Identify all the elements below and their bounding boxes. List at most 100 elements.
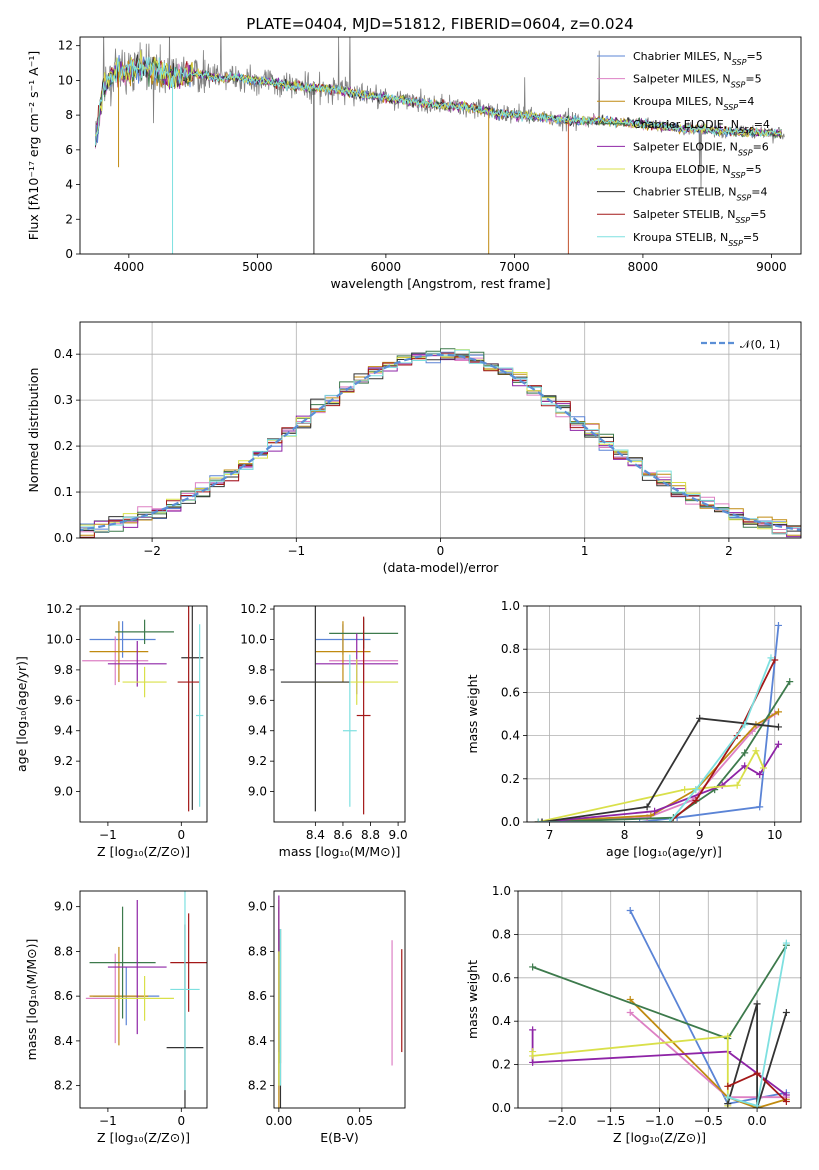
age-vs-mass-panel: 8.4 8.6 8.8 9.0 9.0 9.2 9.4 9.6 9.8 10.0 10.2 mass … — [240, 602, 407, 859]
x-tick-label: 0 — [437, 544, 445, 558]
y-tick-label: 0.6 — [492, 971, 511, 985]
weight-series — [541, 743, 780, 822]
weight-marker — [774, 621, 782, 629]
weight-marker — [529, 1052, 537, 1060]
y-tick-label: 0.6 — [501, 685, 520, 699]
weight-series — [541, 717, 779, 822]
x-tick-label: 8000 — [628, 260, 659, 274]
weight-series — [726, 1003, 788, 1108]
y-tick-label: 9.2 — [248, 754, 267, 768]
weight-marker — [741, 721, 749, 729]
y-axis-label: mass weight — [465, 674, 480, 753]
x-axis-label: age [log₁₀(age/yr)] — [606, 844, 722, 859]
x-tick-label: −1 — [287, 544, 305, 558]
y-tick-label: 0.2 — [54, 439, 73, 453]
x-axis-label: Z [log₁₀(Z/Z⊙)] — [97, 1130, 190, 1145]
axes-frame — [517, 890, 802, 1109]
errorbar-plot-area — [85, 891, 207, 1108]
y-axis-label: mass weight — [465, 960, 480, 1039]
axes-frame — [526, 605, 802, 823]
histogram-plot-area — [80, 348, 801, 538]
weight-marker — [782, 1097, 790, 1105]
x-tick-label: −2.0 — [547, 1114, 576, 1128]
x-tick-label: 8.4 — [306, 828, 325, 842]
weight-marker — [529, 1026, 537, 1034]
x-tick-label: 0.00 — [265, 1114, 292, 1128]
y-tick-label: 9.4 — [54, 724, 73, 738]
x-tick-label: 8 — [621, 828, 629, 842]
legend-entry: Salpeter ELODIE, NSSP=6 — [633, 140, 769, 157]
weight-marker — [724, 1100, 732, 1108]
y-tick-label: 8.4 — [54, 1034, 73, 1048]
x-tick-label: −0.5 — [694, 1114, 723, 1128]
y-tick-label: 6 — [65, 143, 73, 157]
spectrum-title: PLATE=0404, MJD=51812, FIBERID=0604, z=0… — [246, 15, 633, 33]
y-tick-label: 0.0 — [501, 815, 520, 829]
legend-entry: Chabrier STELIB, NSSP=4 — [633, 186, 767, 203]
x-axis-label: wavelength [Angstrom, rest frame] — [330, 276, 550, 291]
y-tick-label: 12 — [58, 39, 73, 53]
x-tick-label: −1.0 — [645, 1114, 674, 1128]
axes-frame — [79, 36, 802, 255]
axes-frame — [273, 605, 406, 823]
y-tick-label: 10.2 — [240, 602, 267, 616]
weight-vs-age-panel: 7 8 9 10 0.0 0.2 0.4 0.6 0.8 1.0 age [log₁₀(age/yr… — [465, 599, 802, 859]
y-tick-label: 9.0 — [248, 900, 267, 914]
y-tick-label: 0.4 — [54, 347, 73, 361]
weight-marker — [626, 1009, 634, 1017]
y-tick-label: 8.8 — [248, 944, 267, 958]
y-tick-label: 0.8 — [501, 642, 520, 656]
weight-marker — [666, 818, 674, 822]
age-vs-metallicity-panel: −1 0 9.0 9.2 9.4 9.6 9.8 10.0 10.2 Z [log₁₀(Z/Z⊙)… — [14, 602, 208, 859]
x-tick-label: 4000 — [114, 260, 145, 274]
weight-marker — [752, 747, 760, 755]
y-tick-label: 10.0 — [240, 632, 267, 646]
mass-vs-extinction-panel: 0.00 0.05 8.2 8.4 8.6 8.8 9.0 E(B-V) — [248, 890, 406, 1145]
weight-marker — [681, 786, 689, 794]
y-tick-label: 9.6 — [54, 693, 73, 707]
weight-marker — [529, 963, 537, 971]
y-tick-label: 10 — [58, 73, 73, 87]
weight-marker — [692, 796, 700, 804]
x-tick-label: 0 — [177, 1114, 185, 1128]
axes-frame — [79, 890, 208, 1109]
x-tick-label: −2 — [143, 544, 161, 558]
x-tick-label: 8.8 — [361, 828, 380, 842]
y-tick-label: 8.4 — [248, 1034, 267, 1048]
weight-series — [538, 659, 776, 822]
weight-marker — [767, 654, 775, 662]
y-tick-label: 9.6 — [248, 693, 267, 707]
y-axis-label: Flux [fλ10⁻¹⁷ erg cm⁻² s⁻¹ A⁻¹] — [26, 51, 41, 240]
errorbar-plot-area — [278, 895, 403, 1108]
legend-entry: Salpeter STELIB, NSSP=5 — [633, 208, 766, 225]
legend-entry: Kroupa STELIB, NSSP=5 — [633, 231, 759, 248]
x-tick-label: −1.5 — [596, 1114, 625, 1128]
x-tick-label: 9 — [696, 828, 704, 842]
x-tick-label: 10 — [767, 828, 782, 842]
weight-marker — [741, 749, 749, 757]
x-tick-label: 0.0 — [748, 1114, 767, 1128]
legend-entry: Kroupa ELODIE, NSSP=5 — [633, 163, 762, 180]
errorbar-plot-area — [82, 606, 204, 812]
weight-vs-metallicity-panel: −2.0 −1.5 −1.0 −0.5 0.0 0.0 0.2 0.4 0.6 0.8 1.0 Z [… — [465, 884, 802, 1145]
y-tick-label: 0.0 — [492, 1101, 511, 1115]
model-spectrum — [94, 56, 782, 146]
weight-marker — [538, 818, 546, 822]
weight-marker — [724, 1093, 732, 1101]
axes-frame — [273, 890, 406, 1109]
axes-frame — [79, 321, 802, 539]
y-tick-label: 9.0 — [54, 785, 73, 799]
x-axis-label: mass [log₁₀(M/M⊙)] — [279, 844, 401, 859]
weight-marker — [771, 656, 779, 664]
y-tick-label: 9.2 — [54, 754, 73, 768]
y-tick-label: 8.2 — [248, 1079, 267, 1093]
y-tick-label: 8.2 — [54, 1079, 73, 1093]
weight-marker — [753, 1102, 761, 1108]
y-tick-label: 9.0 — [54, 900, 73, 914]
legend-entry: Salpeter MILES, NSSP=5 — [633, 73, 762, 90]
y-tick-label: 0.8 — [492, 927, 511, 941]
weight-marker — [756, 803, 764, 811]
x-tick-label: 1 — [581, 544, 589, 558]
y-tick-label: 0.2 — [501, 772, 520, 786]
